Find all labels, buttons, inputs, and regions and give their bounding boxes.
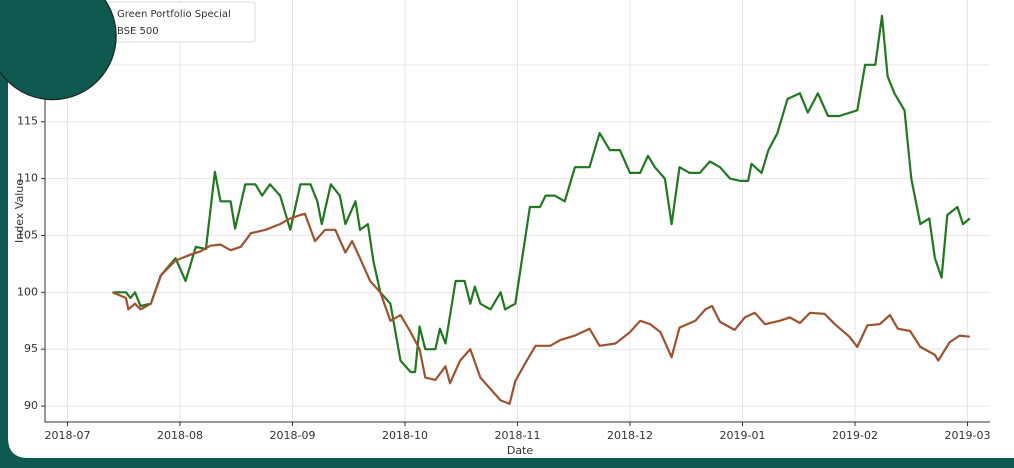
x-tick-label: 2018-08: [157, 429, 203, 442]
y-tick-label: 105: [17, 228, 38, 241]
y-tick-label: 95: [24, 342, 38, 355]
panel: [8, 0, 1014, 458]
y-axis-label: Index Value: [13, 179, 26, 243]
line-series: [112, 14, 971, 374]
x-tick-label: 2018-07: [45, 429, 91, 442]
x-tick-label: 2018-09: [270, 429, 316, 442]
y-tick-label: 115: [17, 115, 38, 128]
axis-frame: [44, 0, 990, 423]
y-tick-label: 110: [17, 172, 38, 185]
x-tick-label: 2018-11: [495, 429, 541, 442]
line-series: [112, 212, 970, 405]
x-tick-label: 2018-12: [607, 429, 653, 442]
x-tick-label: 2019-02: [832, 429, 878, 442]
corner-shape: [0, 0, 117, 100]
corner-arc: [0, 0, 117, 101]
legend-label: BSE 500: [117, 26, 159, 37]
x-axis-label: Date: [507, 444, 534, 457]
x-tick-label: 2019-01: [720, 429, 766, 442]
x-tick-label: 2018-10: [382, 429, 428, 442]
legend-label: Green Portfolio Special: [117, 9, 231, 20]
x-tick-label: 2019-03: [945, 429, 991, 442]
y-tick-label: 90: [24, 399, 38, 412]
y-tick-label: 100: [17, 285, 38, 298]
